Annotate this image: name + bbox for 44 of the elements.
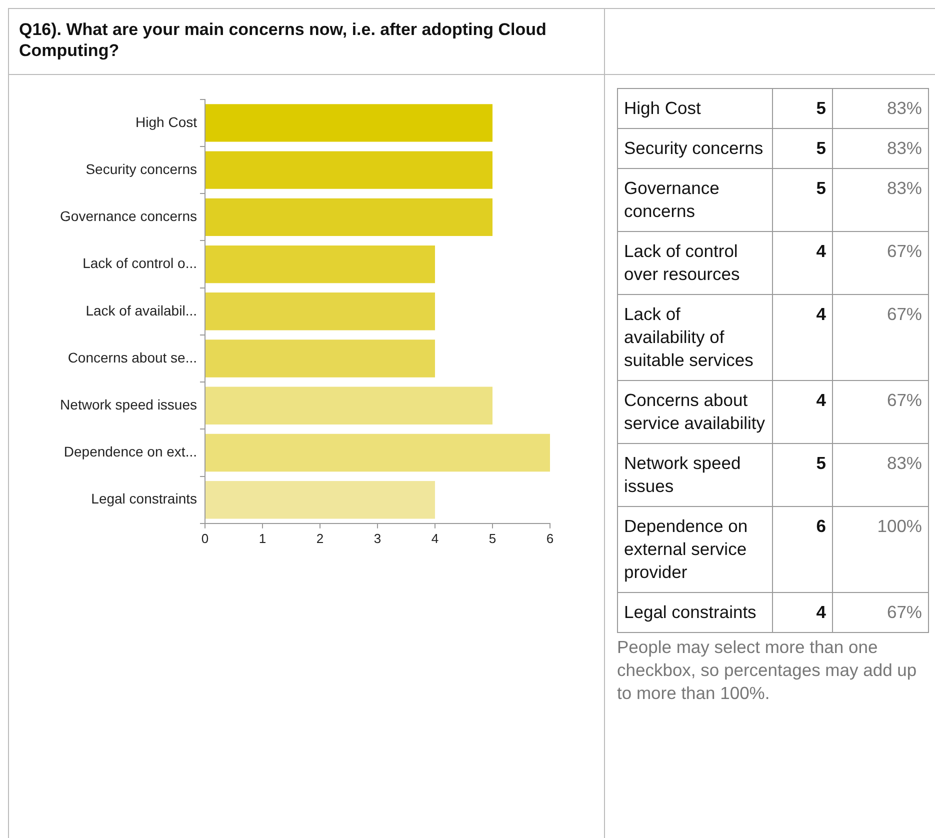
category-label: Concerns about service availability (618, 380, 772, 444)
data-label: 5 (772, 88, 832, 128)
x-tick-label: 1 (258, 530, 266, 546)
x-tick-label: 5 (488, 530, 496, 546)
y-tick-label: Security concerns (86, 160, 197, 177)
data-label: 5 (772, 168, 832, 232)
data-label: 100% (832, 506, 928, 592)
data-label: 4 (772, 592, 832, 632)
text: People may select more than one checkbox, so percentages may add up to more than 100%. (617, 636, 918, 705)
y-tick-label: Dependence on ext... (64, 444, 197, 460)
chart-title: Q16). What are your main concerns now, i.e. after adopting Cloud Computing? (8, 8, 605, 75)
y-tick-label: Legal constraints (91, 490, 197, 507)
category-label: High Cost (618, 88, 772, 128)
y-tick-label: High Cost (136, 114, 198, 130)
category-label: Lack of availability of suitable services (618, 294, 772, 380)
x-tick-label: 0 (201, 530, 209, 546)
y-tick-label: Governance concerns (60, 208, 197, 224)
y-tick-label: Lack of control o... (82, 255, 197, 272)
x-tick-label: 2 (316, 530, 324, 546)
y-tick-label: Network speed issues (60, 396, 197, 412)
data-label: 83% (832, 128, 928, 168)
data-label: 67% (832, 592, 928, 632)
data-label: 4 (772, 294, 832, 380)
data-label: 5 (772, 128, 832, 168)
data-label: 67% (832, 380, 928, 444)
x-tick-label: 6 (546, 530, 554, 546)
data-label: 83% (832, 168, 928, 232)
data-label: 67% (832, 232, 928, 294)
data-label: 67% (832, 294, 928, 380)
y-tick-label: Lack of availabil... (86, 302, 197, 318)
category-label: Governance concerns (618, 168, 772, 232)
category-label: Security concerns (618, 128, 772, 168)
category-label: Legal constraints (618, 592, 772, 632)
data-label: 4 (772, 380, 832, 444)
category-label: Dependence on external service provider (618, 506, 772, 592)
category-label: Network speed issues (618, 444, 772, 506)
data-label: 4 (772, 232, 832, 294)
data-label: 83% (832, 444, 928, 506)
category-label: Lack of control over resources (618, 232, 772, 294)
data-label: 5 (772, 444, 832, 506)
y-tick-label: Concerns about se... (68, 349, 197, 366)
data-label: 83% (832, 88, 928, 128)
x-tick-label: 3 (374, 530, 382, 546)
x-tick-label: 4 (431, 530, 439, 546)
